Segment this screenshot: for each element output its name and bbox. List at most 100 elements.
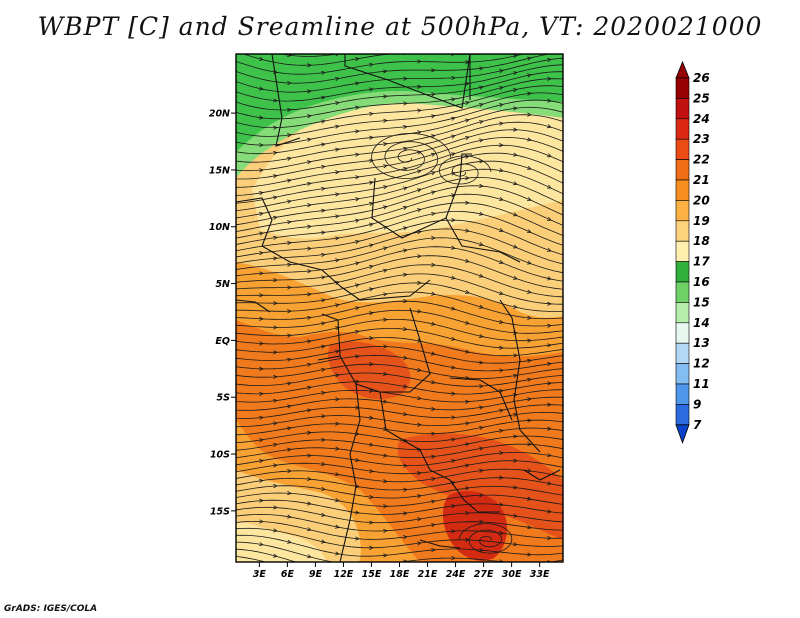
- streamline-arrow: [403, 248, 408, 253]
- streamline-arrow: [451, 459, 456, 464]
- streamline-arrow: [287, 262, 292, 267]
- streamline-arrow: [321, 367, 326, 372]
- streamline: [236, 435, 563, 451]
- streamline: [236, 363, 563, 379]
- streamline: [236, 78, 563, 120]
- streamline-arrow: [527, 496, 532, 501]
- streamline-arrow: [383, 118, 388, 123]
- streamline: [236, 419, 563, 436]
- streamline-arrow: [306, 160, 312, 165]
- streamline-arrow: [259, 251, 264, 256]
- streamline-arrow: [273, 278, 278, 283]
- streamline-arrow: [526, 260, 532, 265]
- streamline: [279, 54, 341, 57]
- streamline: [236, 328, 563, 349]
- streamline-arrow: [513, 71, 518, 76]
- streamline-arrow: [383, 528, 388, 534]
- streamline-arrow: [527, 289, 532, 294]
- streamline-arrow: [307, 476, 312, 481]
- colorbar-label: 15: [693, 295, 710, 309]
- streamline-arrow: [547, 41, 551, 44]
- streamline-arrow: [355, 175, 360, 180]
- streamline-arrow: [259, 115, 264, 120]
- streamline-arrow: [527, 552, 532, 557]
- streamline: [236, 160, 563, 212]
- colorbar-label: 13: [693, 336, 710, 350]
- lon-label: 12E: [334, 569, 354, 580]
- streamline-arrow: [499, 368, 504, 373]
- streamline-arrow: [321, 390, 326, 396]
- streamline-arrow: [259, 211, 264, 217]
- streamline-arrow: [430, 152, 436, 157]
- streamline-arrow: [547, 343, 552, 348]
- streamline-arrow: [259, 271, 264, 276]
- streamline-arrow: [321, 414, 326, 419]
- colorbar-label: 19: [693, 214, 710, 228]
- lon-label: 15E: [362, 569, 382, 580]
- streamline-arrow: [479, 519, 484, 524]
- streamline: [236, 54, 551, 84]
- colorbar-segment: [675, 302, 690, 324]
- streamline-arrow: [287, 447, 292, 452]
- lat-label: 5N: [215, 279, 230, 290]
- streamline-arrow: [479, 183, 484, 188]
- streamline-arrow: [513, 88, 518, 93]
- streamline-arrow: [479, 547, 484, 553]
- streamline-arrow: [547, 76, 552, 81]
- streamline-arrow: [479, 360, 484, 365]
- streamline-arrow: [526, 229, 532, 233]
- streamline-arrow: [259, 498, 264, 503]
- streamline-arrow: [306, 501, 312, 506]
- colorbar-label: 25: [693, 91, 710, 105]
- streamline-arrow: [335, 472, 340, 477]
- streamline-arrow: [478, 304, 484, 309]
- streamline-arrow: [369, 494, 374, 500]
- streamline-arrow: [355, 354, 360, 359]
- streamline-arrow: [431, 134, 436, 139]
- streamline-arrow: [479, 446, 484, 451]
- streamline-arrow: [369, 415, 374, 420]
- streamline-arrow: [383, 246, 388, 251]
- streamline-arrow: [465, 421, 470, 426]
- streamline: [236, 513, 563, 532]
- streamline-arrow: [369, 111, 374, 117]
- streamline-arrow: [321, 298, 326, 303]
- streamline-arrow: [259, 415, 264, 420]
- streamline-arrow: [287, 381, 292, 386]
- streamline-arrow: [335, 303, 340, 308]
- streamline-arrow: [307, 527, 312, 532]
- streamline-arrow: [273, 98, 278, 103]
- streamline-arrow: [355, 484, 360, 489]
- streamline-arrow: [499, 428, 504, 434]
- streamline-arrow: [479, 120, 484, 125]
- colorbar-segment: [675, 322, 690, 344]
- streamline-arrow: [335, 214, 340, 219]
- streamline-arrow: [416, 169, 422, 174]
- streamline: [236, 219, 563, 258]
- streamline-arrow: [321, 275, 326, 280]
- streamline-arrow: [527, 112, 532, 117]
- streamline-arrow: [287, 357, 292, 362]
- streamline-arrow: [321, 486, 326, 491]
- streamline-arrow: [450, 152, 456, 157]
- streamline-arrow: [547, 402, 552, 407]
- streamline: [236, 92, 563, 137]
- colorbar-label: 18: [693, 234, 710, 248]
- streamline-arrow: [402, 186, 408, 191]
- streamline-arrow: [259, 316, 264, 321]
- streamline: [242, 54, 490, 66]
- colorbar-label: 17: [693, 255, 710, 269]
- streamline-arrow: [546, 216, 552, 221]
- streamline-arrow: [259, 519, 264, 524]
- streamline-arrow: [355, 81, 360, 86]
- streamline-arrow: [417, 517, 422, 522]
- streamline-arrow: [403, 511, 408, 516]
- streamline-arrow: [307, 453, 312, 458]
- streamline: [236, 237, 563, 274]
- streamline-arrow: [403, 101, 408, 106]
- streamline-arrow: [512, 275, 518, 280]
- lat-label: 5S: [217, 393, 231, 404]
- streamline-arrow: [307, 114, 312, 119]
- streamline: [236, 273, 563, 305]
- streamline-arrow: [287, 426, 292, 431]
